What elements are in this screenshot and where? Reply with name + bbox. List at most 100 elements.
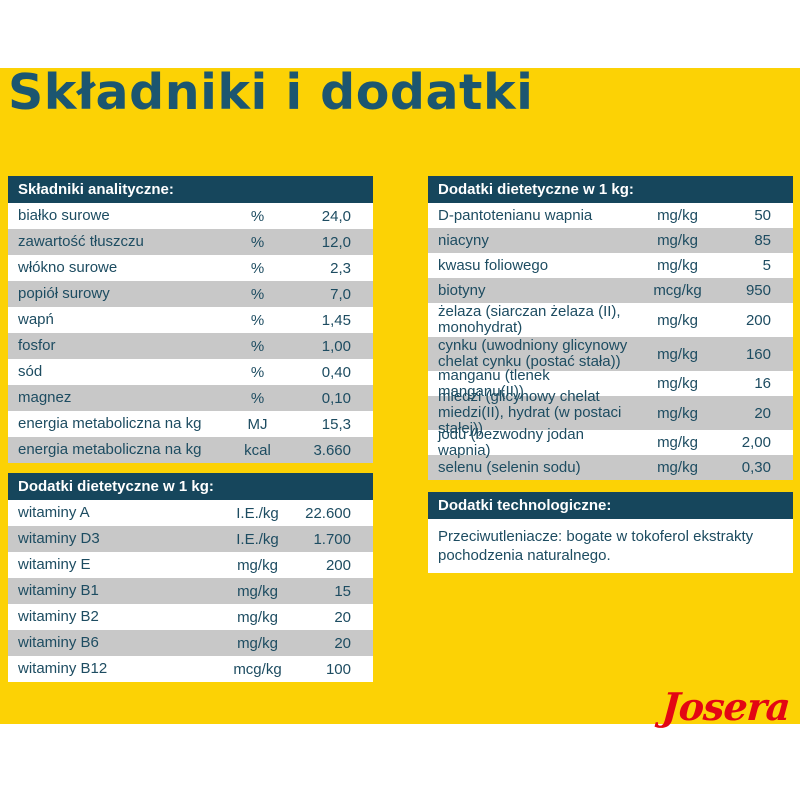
table-row: D-pantotenianu wapnia mg/kg 50 xyxy=(428,203,793,228)
row-label: selenu (selenin sodu) xyxy=(438,458,581,476)
dietary-left-table-header: Dodatki dietetyczne w 1 kg: xyxy=(8,473,373,500)
row-label: niacyny xyxy=(438,231,489,249)
row-value: 1,45 xyxy=(321,311,351,329)
technological-section-header: Dodatki technologiczne: xyxy=(428,492,793,519)
table-row: włókno surowe% 2,3 xyxy=(8,255,373,281)
row-unit: % xyxy=(250,233,265,251)
row-label: witaminy B1 xyxy=(18,582,99,599)
table-row: manganu (tlenek manganu(II)) mg/kg 16 xyxy=(428,367,793,399)
row-value: 950 xyxy=(745,282,771,299)
table-row: fosfor% 1,00 xyxy=(8,333,373,359)
row-label: manganu (tlenek manganu(II)) xyxy=(438,366,550,400)
table-row: witaminy A I.E./kg 22.600 xyxy=(8,500,373,526)
row-unit: I.E./kg xyxy=(236,530,279,548)
row-value: 20 xyxy=(334,634,351,652)
row-value: 0,10 xyxy=(321,389,351,407)
row-unit: mg/kg xyxy=(237,634,278,652)
table-row: witaminy E mg/kg 200 xyxy=(8,552,373,578)
analytical-table-rows: białko surowe% 24,0 zawartość tłuszczu% 12,… xyxy=(8,203,373,463)
row-unit: mg/kg xyxy=(657,375,698,392)
row-unit: % xyxy=(250,207,265,225)
row-unit: mg/kg xyxy=(237,556,278,574)
row-value: 0,40 xyxy=(321,363,351,381)
table-row: zawartość tłuszczu% 12,0 xyxy=(8,229,373,255)
table-row: biotyny mcg/kg 950 xyxy=(428,278,793,303)
row-unit: % xyxy=(250,311,265,329)
table-row: witaminy B6 mg/kg 20 xyxy=(8,630,373,656)
table-row: popiół surowy% 7,0 xyxy=(8,281,373,307)
dietary-left-table: Dodatki dietetyczne w 1 kg: witaminy A I.… xyxy=(8,473,373,682)
row-label: popiół surowy xyxy=(18,285,110,302)
row-label: jodu (bezwodny jodan wapnia) xyxy=(438,425,584,459)
table-row: kwasu foliowego mg/kg 5 xyxy=(428,253,793,278)
row-unit: mg/kg xyxy=(657,434,698,451)
row-value: 20 xyxy=(334,608,351,626)
row-label: kwasu foliowego xyxy=(438,256,549,274)
table-row: energia metaboliczna na kg kcal 3.660 xyxy=(8,437,373,463)
row-label: sód xyxy=(18,363,43,380)
technological-section: Dodatki technologiczne: Przeciwutleniacz… xyxy=(428,492,793,573)
dietary-left-table-rows: witaminy A I.E./kg 22.600 witaminy D3 I.E./k… xyxy=(8,500,373,682)
row-value: 1,00 xyxy=(321,337,351,355)
table-row: sód% 0,40 xyxy=(8,359,373,385)
right-column: Dodatki dietetyczne w 1 kg: D-pantotenia… xyxy=(428,176,793,573)
row-label: witaminy B12 xyxy=(18,660,108,677)
row-unit: mg/kg xyxy=(657,232,698,249)
table-row: białko surowe% 24,0 xyxy=(8,203,373,229)
row-unit: % xyxy=(250,259,265,277)
table-row: magnez% 0,10 xyxy=(8,385,373,411)
row-unit: mg/kg xyxy=(237,608,278,626)
row-label: białko surowe xyxy=(18,207,110,224)
row-value: 15 xyxy=(334,582,351,600)
row-unit: mg/kg xyxy=(657,311,698,329)
row-value: 200 xyxy=(745,311,771,329)
row-value: 5 xyxy=(762,257,771,274)
row-label: włókno surowe xyxy=(18,259,118,276)
table-row: witaminy B2 mg/kg 20 xyxy=(8,604,373,630)
row-label: fosfor xyxy=(18,337,56,354)
row-unit: mg/kg xyxy=(657,459,698,476)
row-label: wapń xyxy=(18,311,54,328)
row-value: 160 xyxy=(745,345,771,363)
table-row: niacyny mg/kg 85 xyxy=(428,228,793,253)
row-label: witaminy A xyxy=(18,504,90,521)
row-value: 50 xyxy=(754,207,771,224)
row-value: 200 xyxy=(325,556,351,574)
row-label: cynku (uwodniony glicynowy chelat cynku … xyxy=(438,337,628,370)
table-row: witaminy B1 mg/kg 15 xyxy=(8,578,373,604)
row-unit: mg/kg xyxy=(657,207,698,224)
row-value: 2,00 xyxy=(741,434,771,451)
table-row: miedzi (glicynowy chelat miedzi(II), hyd… xyxy=(428,389,793,437)
table-row: energia metaboliczna na kg MJ 15,3 xyxy=(8,411,373,437)
row-unit: mcg/kg xyxy=(653,282,702,299)
row-value: 20 xyxy=(754,404,771,422)
josera-logo: Josera xyxy=(660,684,792,729)
row-unit: % xyxy=(250,363,265,381)
row-value: 2,3 xyxy=(330,259,351,277)
table-row: żelaza (siarczan żelaza (II), monohydrat… xyxy=(428,303,793,337)
row-label: witaminy D3 xyxy=(18,530,100,547)
row-label: witaminy B6 xyxy=(18,634,99,651)
dietary-right-table-rows: D-pantotenianu wapnia mg/kg 50 niacyny mg/kg… xyxy=(428,203,793,480)
page-title: Składniki i dodatki xyxy=(8,64,534,121)
row-value: 15,3 xyxy=(321,415,351,433)
row-value: 24,0 xyxy=(321,207,351,225)
row-unit: I.E./kg xyxy=(236,504,279,522)
row-label: witaminy B2 xyxy=(18,608,99,625)
left-column: Składniki analityczne: białko surowe% 24,… xyxy=(8,176,373,682)
row-unit: mg/kg xyxy=(657,404,698,422)
table-row: witaminy D3 I.E./kg 1.700 xyxy=(8,526,373,552)
row-unit: % xyxy=(250,389,265,407)
dietary-right-table-header: Dodatki dietetyczne w 1 kg: xyxy=(428,176,793,203)
row-value: 85 xyxy=(754,232,771,249)
row-unit: mg/kg xyxy=(237,582,278,600)
row-unit: MJ xyxy=(247,415,268,433)
row-label: magnez xyxy=(18,389,72,406)
row-value: 12,0 xyxy=(321,233,351,251)
row-label: energia metaboliczna na kg xyxy=(18,441,202,458)
table-row: witaminy B12 mcg/kg 100 xyxy=(8,656,373,682)
row-value: 3.660 xyxy=(313,441,351,459)
row-label: zawartość tłuszczu xyxy=(18,233,144,250)
row-unit: kcal xyxy=(244,441,271,459)
row-unit: mcg/kg xyxy=(233,660,282,678)
